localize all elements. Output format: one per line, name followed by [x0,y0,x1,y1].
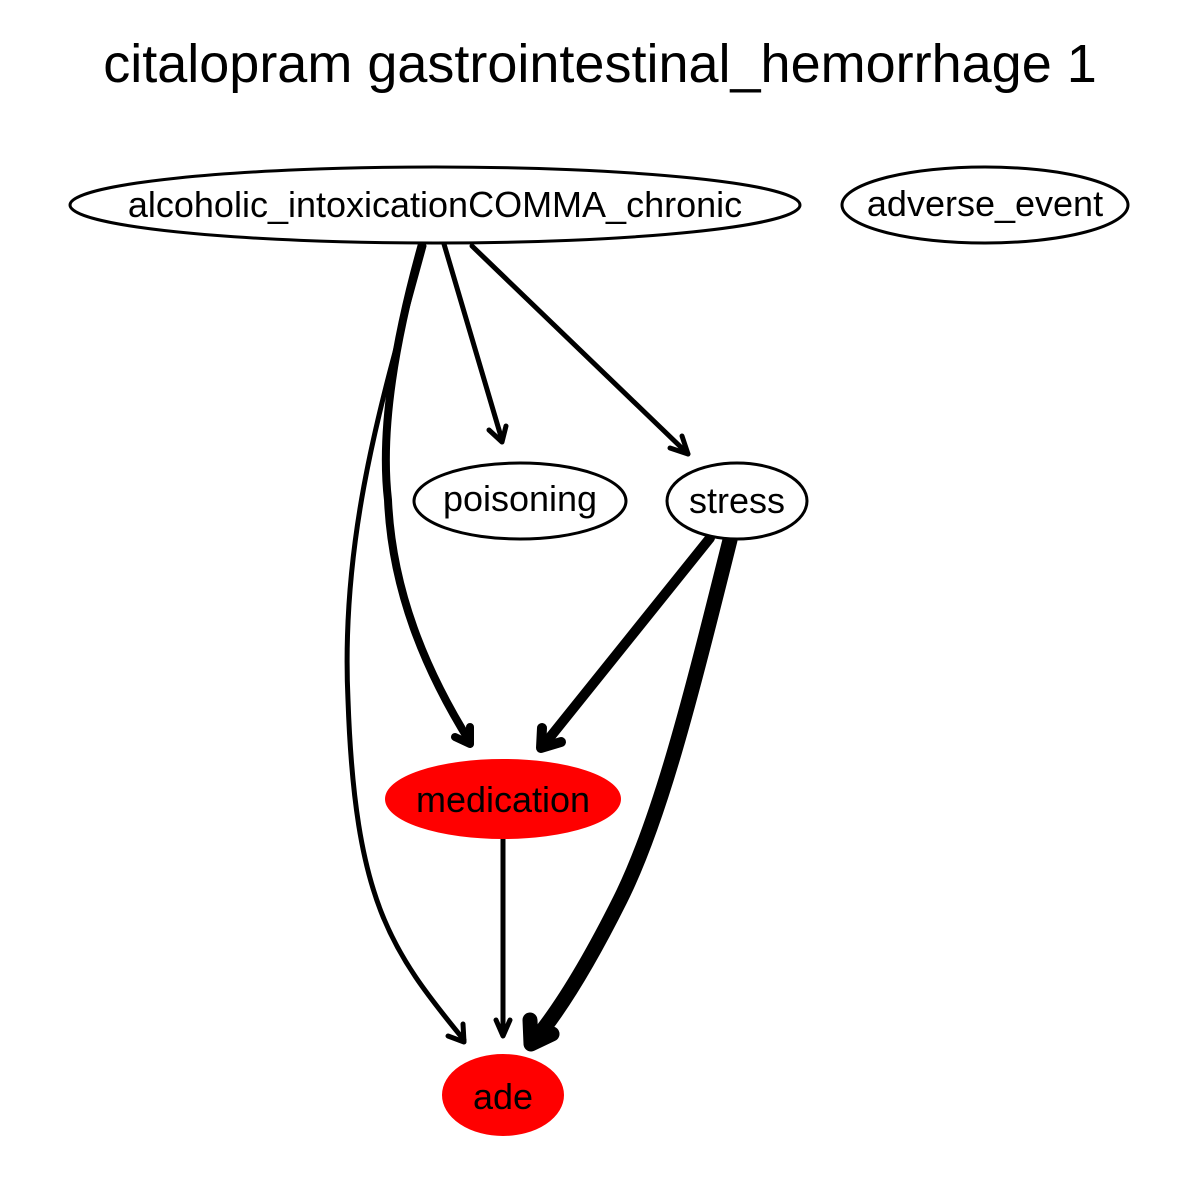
node-ade[interactable]: ade [442,1054,564,1136]
node-alcoholic-intoxication-chronic[interactable]: alcoholic_intoxicationCOMMA_chronic [68,165,802,245]
edge-alcoholic-to-poisoning [441,241,509,445]
edge-stress-to-medication [536,533,715,753]
edges [344,240,738,1052]
node-label: ade [473,1076,533,1117]
node-medication[interactable]: medication [385,759,621,839]
graph-title: citalopram gastrointestinal_hemorrhage 1 [103,34,1097,94]
nodes: alcoholic_intoxicationCOMMA_chronic adve… [68,165,1130,1136]
node-stress[interactable]: stress [665,461,809,541]
edge-medication-to-ade [493,836,513,1039]
edge-stress-to-ade [522,532,738,1052]
node-label: alcoholic_intoxicationCOMMA_chronic [128,184,742,225]
node-label: poisoning [443,478,597,519]
node-poisoning[interactable]: poisoning [412,461,628,541]
node-label: adverse_event [867,183,1103,224]
node-adverse-event[interactable]: adverse_event [840,165,1130,245]
edge-alcoholic-to-ade [344,243,467,1045]
node-label: medication [416,779,590,820]
edge-alcoholic-to-stress [469,243,691,457]
node-label: stress [689,480,785,521]
